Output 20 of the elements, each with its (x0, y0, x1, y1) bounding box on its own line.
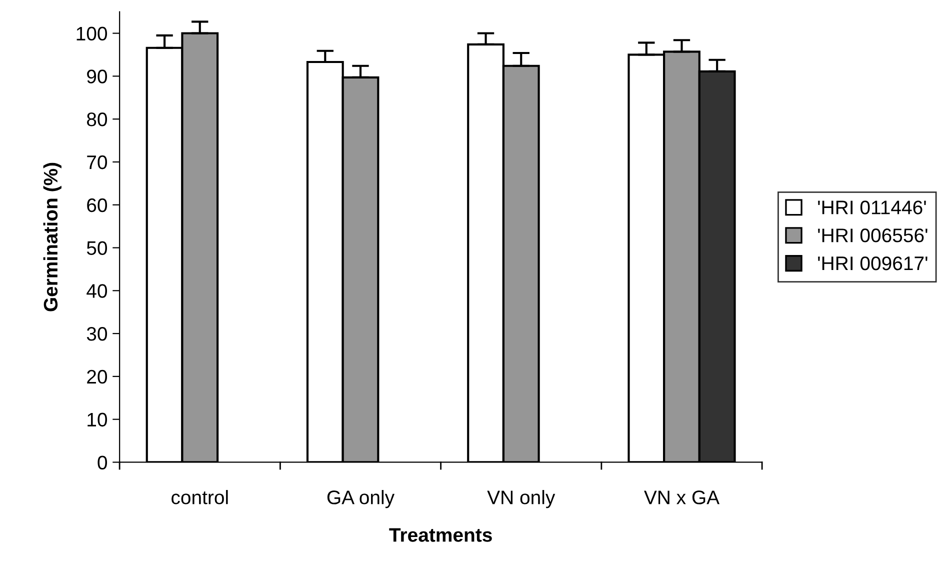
x-tick-label: VN x GA (644, 490, 720, 504)
y-tick-label: 60 (87, 198, 108, 212)
y-tick-label: 70 (87, 155, 108, 170)
legend-label: 'HRI 011446' (818, 200, 926, 214)
y-axis-title: Germination (%) (43, 162, 62, 312)
y-tick-label: 50 (86, 241, 108, 255)
x-axis-title: Treatments (389, 528, 492, 542)
x-tick-label: control (172, 490, 228, 504)
y-tick-label: 100 (76, 26, 108, 41)
legend-label: 'HRI 009617' (818, 256, 928, 270)
y-tick-label: 30 (86, 327, 108, 341)
y-tick-label: 40 (86, 284, 108, 298)
y-tick-label: 0 (98, 456, 108, 470)
legend-label: 'HRI 006556' (818, 228, 928, 242)
y-tick-label: 20 (87, 370, 108, 384)
y-tick-label: 10 (88, 412, 108, 427)
y-tick-label: 80 (86, 112, 108, 126)
x-tick-label: VN only (487, 490, 556, 508)
y-tick-label: 90 (87, 70, 108, 84)
x-tick-label: GA only (327, 490, 395, 508)
